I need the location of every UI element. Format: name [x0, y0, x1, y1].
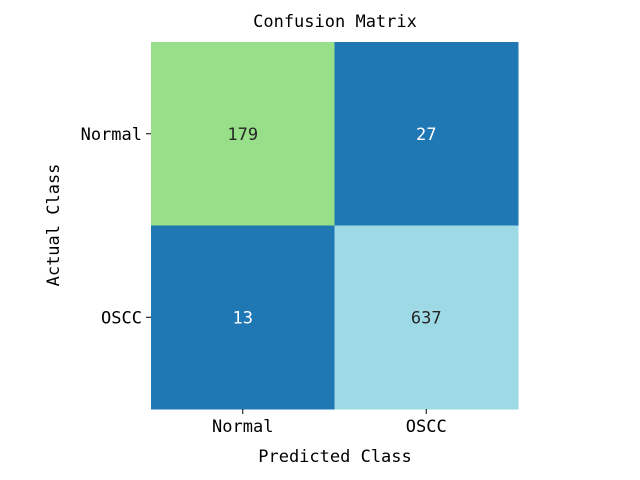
cell-value-label-1-1: 637 [411, 308, 442, 328]
heatmap-cell-1-0 [151, 225, 335, 410]
cell-value-label-0-1: 27 [416, 125, 436, 145]
y-axis-ticks: Normal OSCC [81, 125, 151, 328]
heatmap-cells [151, 42, 519, 410]
heatmap-cell-0-1 [334, 42, 519, 226]
cell-value-label-0-0: 179 [227, 125, 258, 145]
x-axis-label: Predicted Class [258, 447, 412, 467]
x-axis-ticks: Normal OSCC [212, 409, 447, 437]
chart-title: Confusion Matrix [253, 12, 417, 32]
cell-value-label-1-0: 13 [233, 308, 253, 328]
x-tick-label-0: Normal [212, 417, 273, 437]
x-tick-label-1: OSCC [406, 417, 447, 437]
heatmap-cell-labels: 179 27 13 637 [227, 125, 441, 329]
heatmap-cell-1-1 [334, 225, 519, 410]
y-axis-label: Actual Class [44, 164, 64, 287]
y-tick-label-1: OSCC [101, 308, 142, 328]
y-tick-label-0: Normal [81, 125, 142, 145]
heatmap-cell-0-0 [151, 42, 335, 226]
